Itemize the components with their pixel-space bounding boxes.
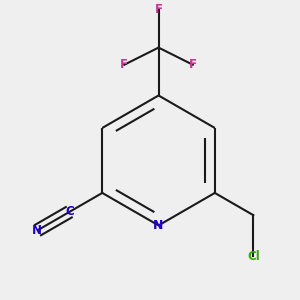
Text: N: N	[32, 224, 42, 237]
Text: Cl: Cl	[247, 250, 260, 263]
Text: C: C	[65, 205, 74, 218]
Text: F: F	[154, 4, 163, 16]
Text: N: N	[153, 219, 164, 232]
Text: F: F	[120, 58, 128, 71]
Text: F: F	[189, 58, 197, 71]
